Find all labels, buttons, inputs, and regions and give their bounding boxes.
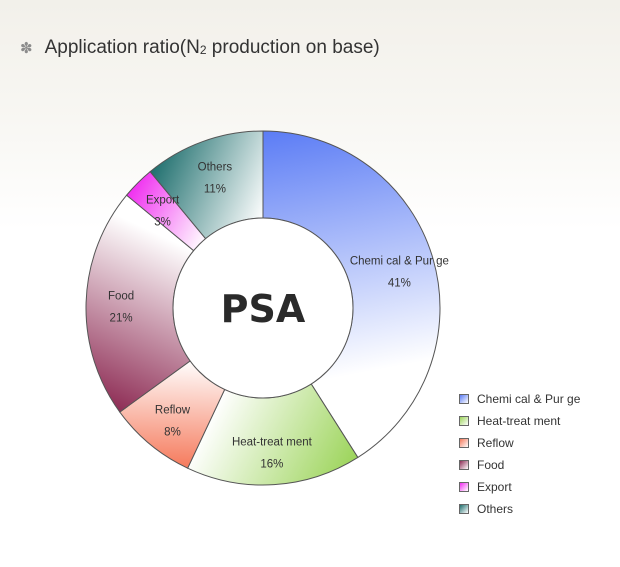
slice-label-heat-treat-ment: Heat-treat ment xyxy=(232,437,313,449)
legend-label-reflow: Reflow xyxy=(477,436,514,450)
slice-label-food: Food xyxy=(108,291,134,303)
slices-group xyxy=(85,130,441,486)
legend-swatch-heat-treat-ment xyxy=(459,416,469,426)
slice-value-others: 11% xyxy=(204,183,226,195)
labels-group: Chemi cal & Pur ge 41% Heat-treat ment 16% R… xyxy=(108,161,449,470)
legend-label-food: Food xyxy=(477,458,505,472)
legend-item-export: Export xyxy=(459,476,580,498)
slice-label-reflow: Reflow xyxy=(155,404,191,416)
legend-label-others: Others xyxy=(477,502,514,516)
slice-value-reflow: 8% xyxy=(164,426,181,438)
legend-swatch-chemi-cal-pur-ge xyxy=(459,394,469,404)
legend-item-chemi-cal-pur-ge: Chemi cal & Pur ge xyxy=(459,388,580,410)
legend-label-export: Export xyxy=(477,480,512,494)
chart-legend: Chemi cal & Pur ge Heat-treat ment Reflow F… xyxy=(459,388,580,520)
center-label: PSA xyxy=(221,287,306,331)
legend-label-heat-treat-ment: Heat-treat ment xyxy=(477,414,561,428)
slice-value-heat-treat-ment: 16% xyxy=(260,459,283,471)
legend-item-others: Others xyxy=(459,498,580,520)
slice-value-chemi-cal-pur-ge: 41% xyxy=(388,277,411,289)
legend-swatch-others xyxy=(459,504,469,514)
slice-value-food: 21% xyxy=(110,313,133,325)
donut-hole xyxy=(172,217,354,399)
legend-swatch-reflow xyxy=(459,438,469,448)
legend-item-food: Food xyxy=(459,454,580,476)
page-title: ✽ Application ratio(N2 production on bas… xyxy=(20,37,380,59)
legend-swatch-food xyxy=(459,460,469,470)
slice-label-others: Others xyxy=(198,161,233,173)
legend-label-chemi-cal-pur-ge: Chemi cal & Pur ge xyxy=(477,392,581,406)
legend-swatch-export xyxy=(459,482,469,492)
slice-label-chemi-cal-pur-ge: Chemi cal & Pur ge xyxy=(350,255,449,267)
legend-item-heat-treat-ment: Heat-treat ment xyxy=(459,410,580,432)
flower-bullet-icon: ✽ xyxy=(20,39,33,57)
legend-item-reflow: Reflow xyxy=(459,432,580,454)
slice-value-export: 3% xyxy=(154,217,171,229)
title-text: Application ratio(N2 production on base) xyxy=(44,37,380,58)
slice-label-export: Export xyxy=(146,195,180,207)
